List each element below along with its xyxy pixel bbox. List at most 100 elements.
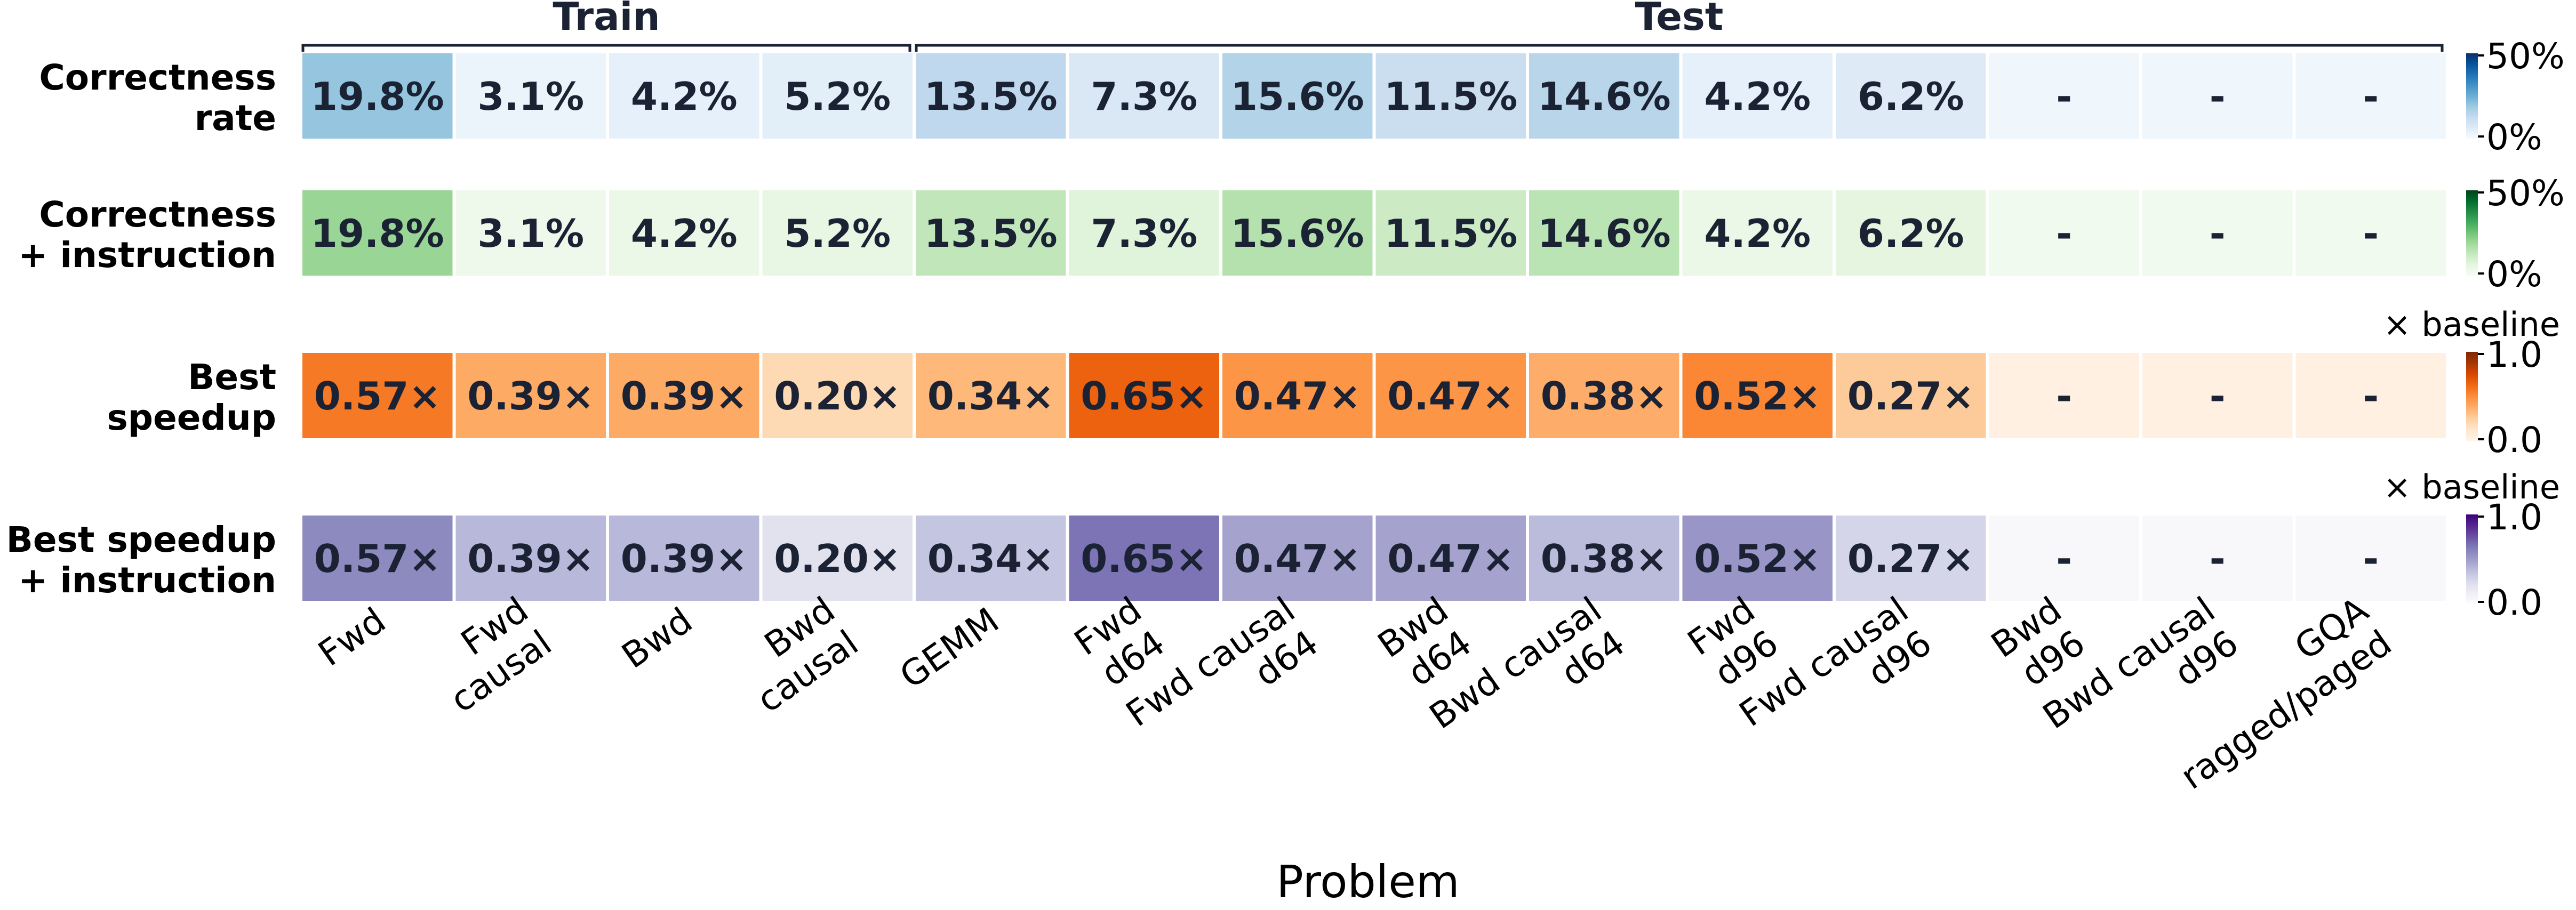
heatmap-cell (2295, 353, 2446, 438)
heatmap-cell (1682, 516, 1833, 601)
cell-label: 15.6% (1231, 74, 1364, 119)
group-bracket-train (301, 44, 911, 52)
cell-label: 0.39× (467, 536, 594, 581)
x-axis-label: Problem (1276, 856, 1459, 908)
heatmap-cell (1069, 190, 1219, 276)
cell-label: 6.2% (1858, 74, 1964, 119)
cell-label: - (2056, 374, 2072, 418)
heatmap-cell (916, 53, 1066, 139)
x-tick-label: Fwd (311, 600, 393, 674)
heatmap-cell (302, 53, 453, 139)
cell-label: 0.27× (1847, 536, 1974, 581)
colorbar (2466, 190, 2478, 276)
cell-label: 0.57× (314, 374, 441, 418)
cell-label: 0.27× (1847, 374, 1974, 418)
heatmap-cell (1375, 353, 1526, 438)
cell-label: 0.52× (1694, 374, 1821, 418)
heatmap-cell (1989, 190, 2139, 276)
heatmap-cell (455, 516, 606, 601)
heatmap-cell (1375, 53, 1526, 139)
cell-label: 14.6% (1538, 74, 1671, 119)
heatmap-cell (302, 516, 453, 601)
cell-label: 0.38× (1541, 536, 1668, 581)
cell-label: 5.2% (784, 74, 891, 119)
colorbar-max-label: 50% (2486, 173, 2565, 214)
heatmap-cell (1222, 53, 1373, 139)
heatmap-cell (2295, 516, 2446, 601)
heatmap-cell (2142, 353, 2293, 438)
heatmap-cell (2142, 190, 2293, 276)
cell-label: - (2056, 536, 2072, 581)
heatmap-cell (916, 190, 1066, 276)
heatmap-cell (1836, 516, 1986, 601)
colorbar-min-label: 0.0 (2486, 420, 2542, 461)
heatmap-cell (762, 190, 913, 276)
colorbar-min-label: 0% (2486, 117, 2542, 158)
cell-label: 13.5% (924, 74, 1058, 119)
heatmap-cell (1375, 516, 1526, 601)
colorbar-unit-label: × baseline (2383, 468, 2560, 506)
cell-label: 0.57× (314, 536, 441, 581)
cell-label: - (2363, 374, 2379, 418)
cell-label: - (2363, 211, 2379, 256)
colorbar-min-label: 0% (2486, 254, 2542, 295)
x-tick-label: GEMM (892, 600, 1006, 697)
row-labels: Correctness rate Correctness + instruction B… (6, 57, 276, 601)
heatmap-cell (609, 190, 759, 276)
heatmap-cell (1682, 190, 1833, 276)
colorbar-max-label: 1.0 (2486, 497, 2542, 538)
colorbar-max-label: 50% (2486, 36, 2565, 77)
colorbar (2466, 352, 2478, 441)
heatmap-cell (762, 516, 913, 601)
heatmap-cell (609, 353, 759, 438)
row-label: Best speedup (107, 357, 276, 438)
x-tick-label: Bwdcausal (726, 589, 866, 721)
heatmap-cell (609, 53, 759, 139)
cell-label: 11.5% (1384, 211, 1517, 256)
heatmap-cell (2295, 190, 2446, 276)
heatmap-cell (1682, 53, 1833, 139)
x-tick-label: Fwdcausal (420, 589, 559, 721)
heatmap-cell (1989, 516, 2139, 601)
cell-label: - (2210, 536, 2226, 581)
cell-label: 0.47× (1234, 536, 1361, 581)
heatmap-cell (1529, 516, 1679, 601)
cell-label: 3.1% (477, 74, 584, 119)
group-label-test: Test (1635, 0, 1724, 39)
heatmap-cell (302, 190, 453, 276)
colorbar (2466, 53, 2478, 139)
heatmap-cell (1836, 353, 1986, 438)
x-tick-label: Bwd causald64 (1422, 589, 1633, 770)
row-label: Correctness rate (39, 57, 276, 139)
colorbar-unit-label: × baseline (2383, 305, 2560, 344)
cell-label: 4.2% (631, 74, 738, 119)
cell-label: 14.6% (1538, 211, 1671, 256)
heatmap-cell (455, 53, 606, 139)
cell-label: 0.38× (1541, 374, 1668, 418)
heatmap-cell (1222, 516, 1373, 601)
cell-label: - (2363, 536, 2379, 581)
heatmap-cell (916, 353, 1066, 438)
cell-label: - (2363, 74, 2379, 119)
cell-label: 0.47× (1387, 536, 1514, 581)
heatmap-cell (1222, 353, 1373, 438)
cell-label: 4.2% (1704, 74, 1811, 119)
cell-label: 4.2% (1704, 211, 1811, 256)
cell-label: 15.6% (1231, 211, 1364, 256)
cell-label: 7.3% (1091, 211, 1197, 256)
heatmap-cell (1836, 53, 1986, 139)
cell-label: 19.8% (311, 211, 444, 256)
group-bracket-test (915, 44, 2444, 52)
heatmap-cell (1529, 53, 1679, 139)
heatmap-cell (2142, 516, 2293, 601)
cell-label: - (2056, 211, 2072, 256)
colorbar (2466, 514, 2478, 604)
x-tick-label: Fwd causald64 (1119, 589, 1326, 768)
heatmap-cell (762, 353, 913, 438)
cell-label: 0.39× (467, 374, 594, 418)
cell-label: - (2210, 74, 2226, 119)
x-tick-label: Bwd (614, 600, 700, 677)
heatmap-cells: 19.8% 3.1% 4.2% 5.2% 13.5% 7.3% 15.6% 11.5% 14.6… (302, 53, 2446, 601)
cell-label: - (2056, 74, 2072, 119)
